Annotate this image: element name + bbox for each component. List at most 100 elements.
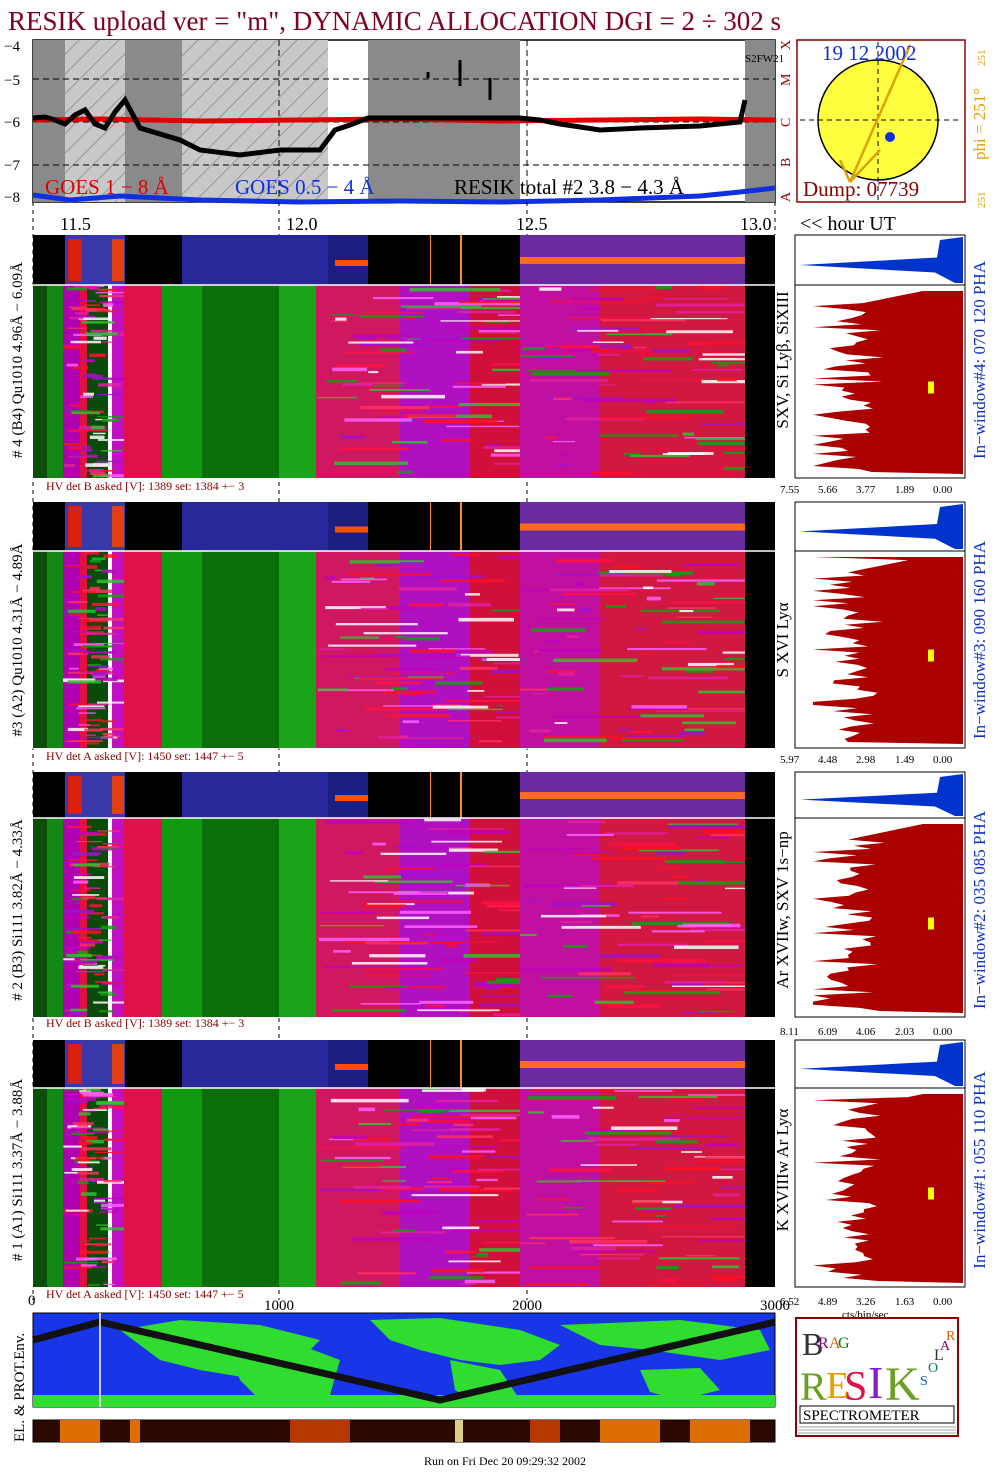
ytick-5: −8	[4, 190, 20, 206]
phi-max: 251	[976, 50, 988, 67]
channel-1-pha-histogram	[794, 1039, 966, 1288]
channel-3-pha-tick: 1.49	[895, 754, 915, 766]
logo-letter-r2: R	[800, 1364, 827, 1409]
channel-2-pha-tick: 4.06	[856, 1026, 876, 1038]
channel-3-pha-tick: 4.48	[818, 754, 838, 766]
corner-text: S2FW21	[745, 53, 784, 65]
channel-2-line-label: Ar XVIIw, SXV 1s−np	[773, 831, 792, 988]
sun-panel: 19 12 2002 Dump: 07739 phi = 251° 251 25…	[796, 39, 989, 209]
phi-min: 251	[976, 192, 988, 209]
resik-logo: B R A G R E S I K S O L A R SPECTROMETER	[795, 1317, 959, 1437]
channel-4-window-label: In−window#4: 070 120 PHA	[970, 260, 989, 459]
channel-3-strip	[33, 502, 775, 551]
goes-short-curve	[32, 185, 776, 205]
logo-letter-k: K	[885, 1358, 920, 1411]
channel-2-spectrogram	[32, 817, 776, 1018]
bottom-tick-2000: 2000	[512, 1298, 542, 1314]
bottom-tick-0: 0	[28, 1293, 36, 1309]
ytick-3: −6	[4, 115, 20, 131]
channel-1-pha-tick: 3.26	[856, 1296, 876, 1308]
channel-2-pha-tick: 6.09	[818, 1026, 838, 1038]
channel-3-line-label: S XVI Lyα	[773, 602, 792, 677]
channel-4-hv-text: HV det B asked [V]: 1389 set: 1384 +− 3	[46, 479, 244, 493]
channel-2-wavelength-label: # 2 (B3) Si111 3.82Å − 4.33Å	[10, 819, 26, 1001]
particle-bar	[32, 1419, 776, 1443]
legend-goes-long: GOES 1 − 8 Å	[45, 175, 170, 199]
resik-total-curve	[32, 95, 748, 158]
channel-1-line-label: K XVIIIw Ar Lyα	[773, 1109, 792, 1232]
logo-letter-a1: A	[829, 1335, 841, 1352]
logo-letter-i: I	[868, 1357, 883, 1408]
channel-1-pha-tick: 4.89	[818, 1296, 838, 1308]
class-label-m: M	[779, 73, 794, 86]
channel-2-pha-histogram	[794, 771, 966, 1018]
channel-4-strip	[33, 235, 775, 285]
orbit-track	[32, 1318, 776, 1404]
bottom-tick-1000: 1000	[264, 1298, 294, 1314]
channel-2-pha-tick: 0.00	[933, 1026, 953, 1038]
channel-4-pha-histogram	[794, 234, 966, 479]
logo-letter-r3: R	[946, 1329, 956, 1344]
sun-date: 19 12 2002	[822, 41, 917, 65]
channel-panel-3: HV det A asked [V]: 1450 set: 1447 +− 5 #…	[10, 501, 989, 766]
channel-2-pha-tick: 2.03	[895, 1026, 915, 1038]
channel-2-window-label: In−window#2: 035 085 PHA	[970, 810, 989, 1009]
channel-4-pha-tick: 1.89	[895, 484, 915, 496]
footer-run-info: Run on Fri Dec 20 09:29:32 2002	[424, 1454, 586, 1468]
logo-letter-b: B	[802, 1326, 823, 1362]
pointing-marker	[885, 132, 895, 142]
channel-1-pha-tick: 0.00	[933, 1296, 953, 1308]
class-label-x: X	[779, 40, 794, 50]
xtick-11-5: 11.5	[60, 214, 91, 234]
xtick-13-0: 13.0	[740, 214, 772, 234]
logo-word: SPECTROMETER	[803, 1408, 920, 1424]
channel-3-pha-histogram	[794, 501, 966, 749]
channel-2-hv-text: HV det B asked [V]: 1389 set: 1384 +− 3	[46, 1016, 244, 1030]
channel-panel-1: HV det A asked [V]: 1450 set: 1447 +− 5 #…	[10, 1039, 989, 1308]
channel-panel-4: HV det B asked [V]: 1389 set: 1384 +− 3 #…	[10, 234, 989, 496]
class-label-b: B	[779, 158, 794, 167]
logo-letter-r1: R	[818, 1335, 829, 1352]
channel-4-spectrogram	[32, 284, 776, 479]
x-unit-label: << hour UT	[800, 213, 896, 235]
logo-letter-e: E	[826, 1365, 849, 1407]
channel-1-pha-tick: 6.52	[780, 1296, 799, 1308]
legend-goes-short: GOES 0.5 − 4 Å	[235, 175, 375, 199]
logo-letter-g: G	[838, 1335, 850, 1352]
figure-title: RESIK upload ver = "m", DYNAMIC ALLOCATI…	[8, 6, 781, 36]
channel-3-window-label: In−window#3: 090 160 PHA	[970, 540, 989, 739]
channel-panel-2: HV det B asked [V]: 1389 set: 1384 +− 3 #…	[10, 771, 989, 1038]
logo-letter-s1: S	[844, 1364, 867, 1410]
class-label-c: C	[779, 118, 794, 127]
channel-3-hv-text: HV det A asked [V]: 1450 set: 1447 +− 5	[46, 749, 244, 763]
channel-4-pha-tick: 5.66	[818, 484, 838, 496]
channel-3-pha-tick: 0.00	[933, 754, 953, 766]
xtick-12-5: 12.5	[516, 214, 548, 234]
logo-letter-s2: S	[920, 1374, 928, 1389]
channel-3-spectrogram	[32, 550, 776, 749]
ytick-2: −5	[4, 73, 20, 89]
bottom-tick-3000: 3000	[760, 1298, 790, 1314]
channel-1-wavelength-label: # 1 (A1) Si111 3.37Å − 3.88Å	[10, 1079, 26, 1262]
channel-3-wavelength-label: #3 (A2) Qu1010 4.31Å − 4.89Å	[10, 543, 26, 736]
env-label: EL. & PROT.Env.	[12, 1333, 28, 1442]
class-label-a: A	[779, 191, 794, 202]
lightcurve-plot: −4 −5 −6 −7 −8 A B C M X S2FW21 GOES 1 −…	[4, 39, 896, 1300]
logo-letter-l: L	[934, 1347, 944, 1364]
channel-1-pha-tick: 1.63	[895, 1296, 915, 1308]
channel-4-pha-tick: 7.55	[780, 484, 800, 496]
channel-4-pha-tick: 3.77	[856, 484, 876, 496]
ytick-4: −7	[4, 158, 20, 174]
channel-1-strip	[33, 1040, 775, 1088]
channel-1-spectrogram	[32, 1087, 776, 1288]
xtick-12-0: 12.0	[286, 214, 318, 234]
channel-1-hv-text: HV det A asked [V]: 1450 set: 1447 +− 5	[46, 1287, 244, 1301]
environment-map: EL. & PROT.Env.	[12, 1312, 776, 1443]
channel-2-pha-tick: 8.11	[780, 1026, 799, 1038]
phi-label: phi = 251°	[970, 88, 989, 160]
dump-label: Dump: 07739	[803, 177, 919, 201]
logo-letter-o: O	[928, 1361, 938, 1376]
channel-4-wavelength-label: # 4 (B4) Qu1010 4.96Å − 6.09Å	[10, 262, 26, 458]
channel-2-strip	[33, 772, 775, 818]
